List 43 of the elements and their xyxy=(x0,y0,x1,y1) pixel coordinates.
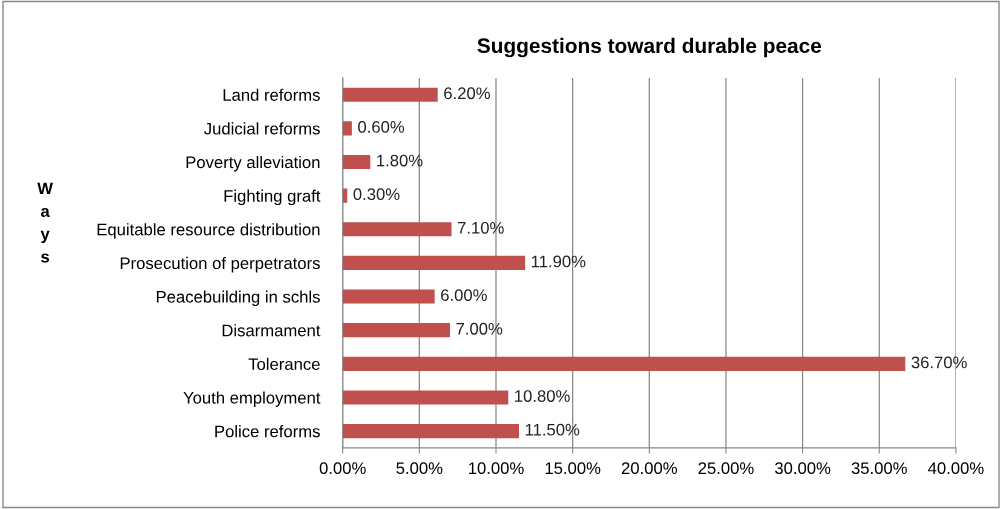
data-label: 10.80% xyxy=(515,390,570,402)
chart-title: Suggestions toward durable peace xyxy=(477,37,822,58)
data-label: 1.80% xyxy=(377,154,423,167)
data-label: 0.30% xyxy=(353,188,400,201)
y-tick-label: Fighting graft xyxy=(224,189,321,206)
data-label: 7.00% xyxy=(456,322,503,335)
x-tick-label: 30.00% xyxy=(774,462,831,475)
x-tick-label: 0.00% xyxy=(319,462,366,475)
bar xyxy=(342,390,509,405)
y-tick-label: Disarmament xyxy=(222,324,321,337)
bar xyxy=(342,87,438,102)
bar xyxy=(342,356,906,371)
x-tick-label: 35.00% xyxy=(851,462,907,475)
x-tick-label: 15.00% xyxy=(545,462,601,475)
bar xyxy=(342,154,371,170)
y-tick-label: Peacebuilding in schls xyxy=(156,290,320,307)
bar xyxy=(342,323,450,338)
data-label: 7.10% xyxy=(457,221,504,234)
data-label: 11.50% xyxy=(525,423,580,436)
y-tick-label: Judicial reforms xyxy=(204,122,320,135)
x-tick-label: 5.00% xyxy=(396,462,443,475)
data-label: 36.70% xyxy=(911,356,967,369)
y-tick-label: Prosecution of perpetrators xyxy=(120,256,320,273)
y-axis-title: Ways xyxy=(37,182,53,263)
y-tick-label: Tolerance xyxy=(248,357,320,371)
data-label: 6.20% xyxy=(444,87,490,100)
y-tick-label: Police reforms xyxy=(215,425,320,438)
data-label: 11.90% xyxy=(531,255,586,268)
bar xyxy=(342,424,519,439)
y-tick-label: Equitable resource distribution xyxy=(97,223,320,239)
bar xyxy=(342,255,526,270)
data-label: 0.60% xyxy=(358,121,405,133)
y-tick-label: Youth employment xyxy=(183,391,321,407)
x-tick-label: 40.00% xyxy=(928,462,984,475)
x-tick-label: 20.00% xyxy=(621,462,677,475)
bar xyxy=(342,289,435,304)
y-tick-label: Poverty alleviation xyxy=(186,155,320,172)
bar xyxy=(342,121,352,136)
x-tick-label: 25.00% xyxy=(698,462,754,475)
y-tick-label: Land reforms xyxy=(223,88,320,101)
x-tick-label: 10.00% xyxy=(469,462,524,475)
bar xyxy=(342,222,452,237)
data-label: 6.00% xyxy=(441,289,487,302)
